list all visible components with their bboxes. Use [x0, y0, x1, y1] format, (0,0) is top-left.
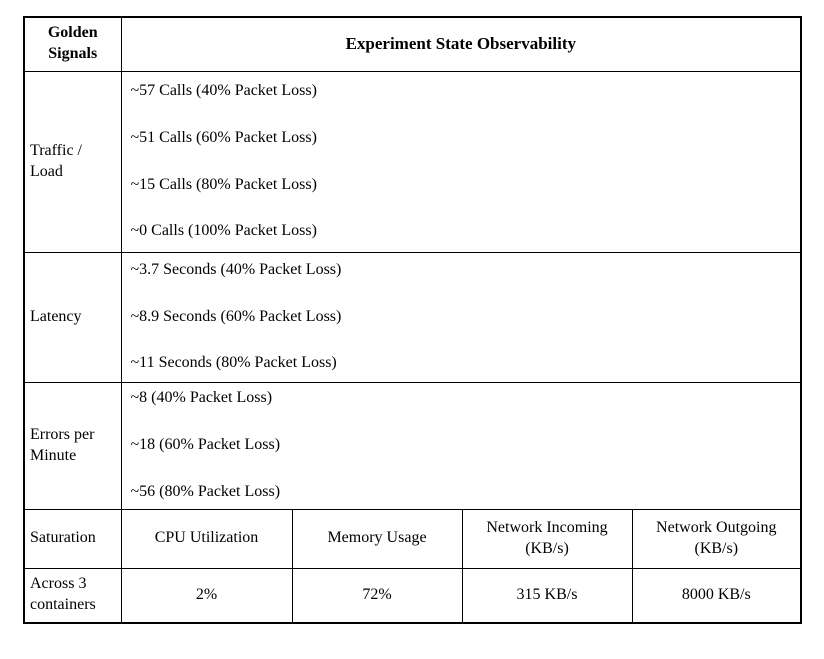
latency-row: Latency ~3.7 Seconds (40% Packet Loss) ~…	[23, 251, 802, 383]
metric-line: ~51 Calls (60% Packet Loss)	[130, 128, 317, 146]
metric-line: ~57 Calls (40% Packet Loss)	[130, 81, 317, 99]
metric-line: ~8.9 Seconds (60% Packet Loss)	[130, 307, 342, 325]
metric-line: ~0 Calls (100% Packet Loss)	[130, 222, 317, 240]
signal-label-errors-per-minute: Errors per Minute	[23, 381, 122, 510]
saturation-value-cpu: 2%	[120, 567, 293, 624]
saturation-header-row: Saturation CPU Utilization Memory Usage …	[23, 508, 802, 569]
saturation-value-network-outgoing: 8000 KB/s	[631, 567, 802, 624]
saturation-value-network-incoming: 315 KB/s	[461, 567, 633, 624]
errors-metrics-cell: ~8 (40% Packet Loss) ~18 (60% Packet Los…	[120, 381, 802, 510]
signal-label-saturation: Saturation	[23, 508, 122, 569]
observability-header-cell: Experiment State Observability	[120, 16, 802, 72]
traffic-load-row: Traffic / Load ~57 Calls (40% Packet Los…	[23, 70, 802, 253]
metric-line: ~15 Calls (80% Packet Loss)	[130, 175, 317, 193]
golden-signals-table: Golden Signals Experiment State Observab…	[23, 16, 803, 624]
saturation-value-memory: 72%	[291, 567, 463, 624]
metric-line: ~11 Seconds (80% Packet Loss)	[130, 354, 337, 372]
metric-line: ~8 (40% Packet Loss)	[130, 389, 273, 407]
latency-metrics-cell: ~3.7 Seconds (40% Packet Loss) ~8.9 Seco…	[120, 251, 802, 383]
signal-label-latency: Latency	[23, 251, 122, 383]
saturation-column-network-outgoing: Network Outgoing (KB/s)	[631, 508, 802, 569]
metric-line: ~56 (80% Packet Loss)	[130, 482, 281, 500]
metric-line: ~3.7 Seconds (40% Packet Loss)	[130, 260, 342, 278]
saturation-column-cpu: CPU Utilization	[120, 508, 293, 569]
saturation-scope-label: Across 3 containers	[23, 567, 122, 624]
saturation-column-memory: Memory Usage	[291, 508, 463, 569]
saturation-column-network-incoming: Network Incoming (KB/s)	[461, 508, 633, 569]
golden-signals-header-cell: Golden Signals	[23, 16, 122, 72]
signal-label-traffic-load: Traffic / Load	[23, 70, 122, 253]
traffic-load-metrics-cell: ~57 Calls (40% Packet Loss) ~51 Calls (6…	[120, 70, 802, 253]
header-row: Golden Signals Experiment State Observab…	[23, 16, 802, 72]
metric-line: ~18 (60% Packet Loss)	[130, 436, 281, 454]
errors-per-minute-row: Errors per Minute ~8 (40% Packet Loss) ~…	[23, 381, 802, 510]
saturation-values-row: Across 3 containers 2% 72% 315 KB/s 8000…	[23, 567, 802, 624]
